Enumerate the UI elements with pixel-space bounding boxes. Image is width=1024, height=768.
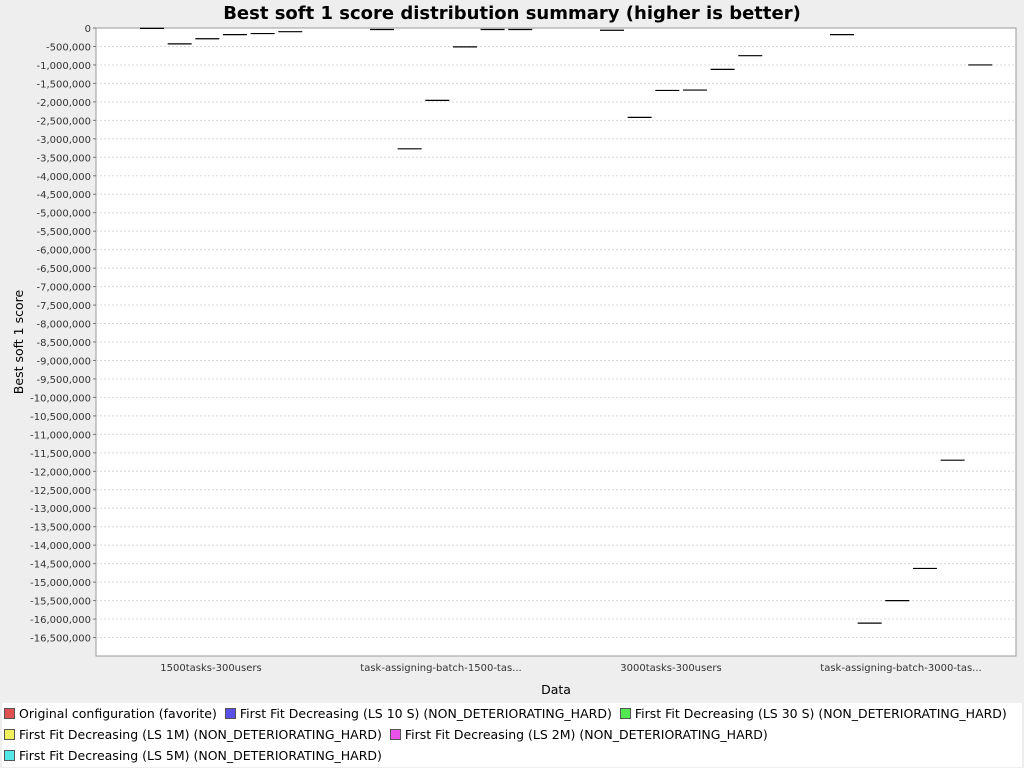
- y-tick-label: -500,000: [46, 42, 91, 53]
- legend-swatch: [389, 729, 401, 740]
- y-tick-label: -7,500,000: [36, 301, 91, 312]
- legend-label: First Fit Decreasing (LS 1M) (NON_DETERI…: [19, 727, 382, 742]
- legend: Original configuration (favorite) First F…: [2, 703, 1022, 767]
- legend-item: First Fit Decreasing (LS 2M) (NON_DETERI…: [388, 727, 768, 742]
- legend-swatch: [4, 708, 15, 719]
- legend-label: First Fit Decreasing (LS 30 S) (NON_DETE…: [634, 706, 1007, 721]
- legend-label: Original configuration (favorite): [19, 706, 217, 721]
- gridlines: [96, 45, 1016, 639]
- y-tick-label: -4,000,000: [36, 172, 91, 183]
- data-marks: [140, 27, 993, 624]
- y-tick-label: -10,500,000: [30, 412, 91, 423]
- y-tick-label: -2,500,000: [36, 116, 91, 127]
- y-tick-label: -12,500,000: [30, 486, 91, 497]
- y-tick-label: -2,000,000: [36, 98, 91, 109]
- y-tick-label: -6,500,000: [36, 264, 91, 275]
- y-tick-label: -11,500,000: [30, 449, 91, 460]
- y-tick-label: -16,500,000: [30, 634, 91, 645]
- x-tick-label: 1500tasks-300users: [160, 663, 261, 674]
- y-tick-label: -4,500,000: [36, 190, 91, 201]
- legend-swatch: [4, 750, 15, 761]
- y-tick-label: -15,500,000: [30, 597, 91, 608]
- y-tick-label: -11,000,000: [30, 430, 91, 441]
- legend-swatch: [619, 708, 631, 719]
- y-tick-label: -3,000,000: [36, 135, 91, 146]
- y-tick-label: -8,500,000: [36, 338, 91, 349]
- y-tick-label: -8,000,000: [36, 320, 91, 331]
- y-tick-label: -1,000,000: [36, 61, 91, 72]
- legend-item: First Fit Decreasing (LS 1M) (NON_DETERI…: [2, 727, 382, 742]
- legend-item: First Fit Decreasing (LS 5M) (NON_DETERI…: [2, 748, 382, 763]
- y-tick-label: -3,500,000: [36, 153, 91, 164]
- legend-row: First Fit Decreasing (LS 5M) (NON_DETERI…: [2, 745, 1022, 766]
- legend-row: Original configuration (favorite) First F…: [2, 703, 1022, 724]
- x-tick-label: 3000tasks-300users: [620, 663, 721, 674]
- y-tick-label: -1,500,000: [36, 79, 91, 90]
- y-tick-label: -9,000,000: [36, 356, 91, 367]
- x-axis-ticks: 1500tasks-300users task-assigning-batch-1…: [160, 663, 981, 674]
- y-tick-label: -16,000,000: [30, 615, 91, 626]
- legend-label: First Fit Decreasing (LS 10 S) (NON_DETE…: [239, 706, 612, 721]
- y-axis-label: Best soft 1 score: [11, 290, 26, 395]
- chart-title: Best soft 1 score distribution summary (…: [223, 3, 801, 24]
- y-tick-label: 0: [85, 24, 91, 35]
- y-tick-label: -14,000,000: [30, 541, 91, 552]
- y-tick-label: -9,500,000: [36, 375, 91, 386]
- y-tick-label: -5,000,000: [36, 209, 91, 220]
- legend-item: Original configuration (favorite): [2, 706, 217, 721]
- y-tick-label: -13,500,000: [30, 523, 91, 534]
- y-axis-ticks: 0 -500,000 -1,000,000 -1,500,000 -2,000,000 -…: [30, 24, 96, 645]
- y-tick-label: -6,000,000: [36, 246, 91, 257]
- legend-swatch: [224, 708, 236, 719]
- chart: Best soft 1 score distribution summary (…: [11, 3, 1017, 697]
- legend-item: First Fit Decreasing (LS 10 S) (NON_DETE…: [223, 706, 612, 721]
- y-tick-label: -13,000,000: [30, 504, 91, 515]
- legend-label: First Fit Decreasing (LS 2M) (NON_DETERI…: [404, 727, 768, 742]
- legend-swatch: [4, 729, 15, 740]
- y-tick-label: -14,500,000: [30, 560, 91, 571]
- y-tick-label: -12,000,000: [30, 467, 91, 478]
- y-tick-label: -5,500,000: [36, 227, 91, 238]
- legend-label: First Fit Decreasing (LS 5M) (NON_DETERI…: [19, 748, 382, 763]
- x-tick-label: task-assigning-batch-3000-tas...: [820, 663, 981, 674]
- legend-item: First Fit Decreasing (LS 30 S) (NON_DETE…: [618, 706, 1007, 721]
- x-axis-label: Data: [541, 682, 571, 697]
- legend-row: First Fit Decreasing (LS 1M) (NON_DETERI…: [2, 724, 1022, 745]
- x-tick-label: task-assigning-batch-1500-tas...: [360, 663, 521, 674]
- y-tick-label: -10,000,000: [30, 393, 91, 404]
- y-tick-label: -7,000,000: [36, 283, 91, 294]
- y-tick-label: -15,000,000: [30, 578, 91, 589]
